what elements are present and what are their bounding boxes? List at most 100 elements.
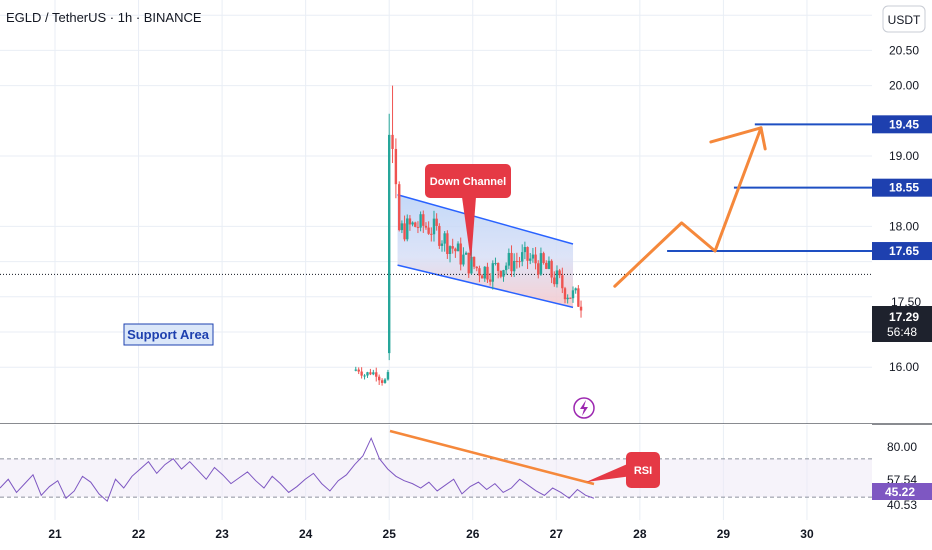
lightning-icon[interactable] [573, 397, 595, 419]
candle-body [446, 233, 449, 255]
time-tick-label: 21 [48, 527, 62, 541]
candle-body [486, 266, 489, 280]
candle-body [545, 262, 548, 269]
rsi-tick-label: 40.53 [887, 498, 917, 512]
candle-body [451, 246, 454, 249]
price-axis-panel [872, 0, 932, 550]
price-tick-label: 19.00 [889, 149, 919, 163]
candle-body [478, 268, 481, 276]
time-tick-label: 26 [466, 527, 480, 541]
price-tick-label: 16.00 [889, 360, 919, 374]
candle-body [448, 246, 452, 255]
bar-countdown: 56:48 [887, 325, 917, 339]
candle-body [483, 266, 486, 279]
candle-body [419, 214, 422, 228]
candle-body [363, 375, 366, 377]
rsi-line [0, 436, 595, 503]
candle-body [430, 233, 433, 235]
candle-body [360, 371, 363, 376]
candle-body [400, 223, 404, 231]
candle-body [561, 275, 564, 289]
partial-price-tick: 17.50 [891, 295, 921, 309]
candle-body [462, 254, 465, 265]
candle-body [507, 252, 511, 266]
candle-body [406, 218, 409, 240]
level-badge-label: 18.55 [889, 181, 919, 195]
candle-body [388, 134, 391, 354]
candle-body [475, 266, 478, 269]
rsi-callout-label: RSI [634, 465, 652, 477]
currency-label: USDT [888, 13, 921, 27]
candle-body [574, 288, 577, 291]
candle-body [414, 222, 417, 227]
candle-body [357, 369, 360, 372]
candle-body [456, 243, 460, 252]
down-channel-label: Down Channel [430, 176, 506, 188]
currency-selector[interactable]: USDT [882, 5, 926, 33]
candle-body [386, 372, 390, 380]
candle-body [369, 372, 372, 375]
candle-body [569, 297, 572, 299]
candlestick-series [354, 85, 583, 386]
candle-body [391, 134, 394, 149]
time-tick-label: 29 [717, 527, 731, 541]
candle-body [499, 270, 503, 277]
candle-body [454, 248, 457, 252]
rsi-divergence-line [389, 429, 595, 486]
candle-body [422, 214, 425, 226]
candle-body [464, 252, 468, 255]
time-tick-label: 23 [215, 527, 229, 541]
candle-body [491, 263, 495, 282]
candle-body [366, 372, 369, 376]
candle-body [539, 253, 543, 275]
candle-body [472, 256, 476, 267]
candle-body [547, 260, 551, 269]
candle-body [375, 372, 378, 377]
candle-body [416, 226, 420, 228]
candle-body [411, 222, 414, 225]
candle-body [504, 265, 508, 271]
candle-body [518, 261, 521, 263]
rsi-callout: RSI [586, 452, 660, 488]
candle-body [526, 247, 529, 261]
candle-body [529, 258, 532, 261]
current-price-badge: 17.29 56:48 [872, 306, 932, 342]
candle-body [577, 288, 580, 307]
candle-body [537, 263, 540, 275]
level-badge-bg [872, 242, 932, 261]
candle-body [380, 380, 384, 383]
candle-body [553, 277, 556, 285]
price-tick-label: 18.00 [889, 219, 919, 233]
candle-body [534, 254, 537, 264]
down-channel [397, 193, 574, 309]
projection-arrowhead [709, 126, 767, 151]
current-price-value: 17.29 [889, 310, 919, 324]
candle-body [438, 225, 441, 246]
level-badge-label: 19.45 [889, 117, 919, 131]
candle-body [494, 263, 497, 265]
rsi-band-fill [0, 459, 872, 497]
candle-body [403, 223, 406, 240]
projection-path [613, 126, 763, 288]
price-tick-label: 20.00 [889, 79, 919, 93]
candle-body [443, 233, 446, 244]
candle-body [510, 252, 513, 272]
time-axis: 21 22 23 24 25 26 27 28 29 30 [48, 527, 814, 541]
price-level-badges: 19.45 18.55 17.65 [872, 115, 932, 261]
candle-body [408, 218, 412, 225]
candle-body [488, 279, 492, 282]
candle-body [394, 148, 398, 185]
candle-body [398, 184, 401, 231]
time-axis-panel [0, 520, 932, 550]
candle-body [432, 218, 436, 235]
candle-body [354, 369, 357, 371]
candle-body [515, 260, 519, 262]
level-badge-bg [872, 178, 932, 197]
rsi-tick-label: 80.00 [887, 440, 917, 454]
rsi-current-value: 45.22 [885, 485, 915, 499]
candle-body [523, 247, 527, 253]
support-area-annotation: Support Area [123, 323, 214, 346]
time-tick-label: 27 [550, 527, 564, 541]
